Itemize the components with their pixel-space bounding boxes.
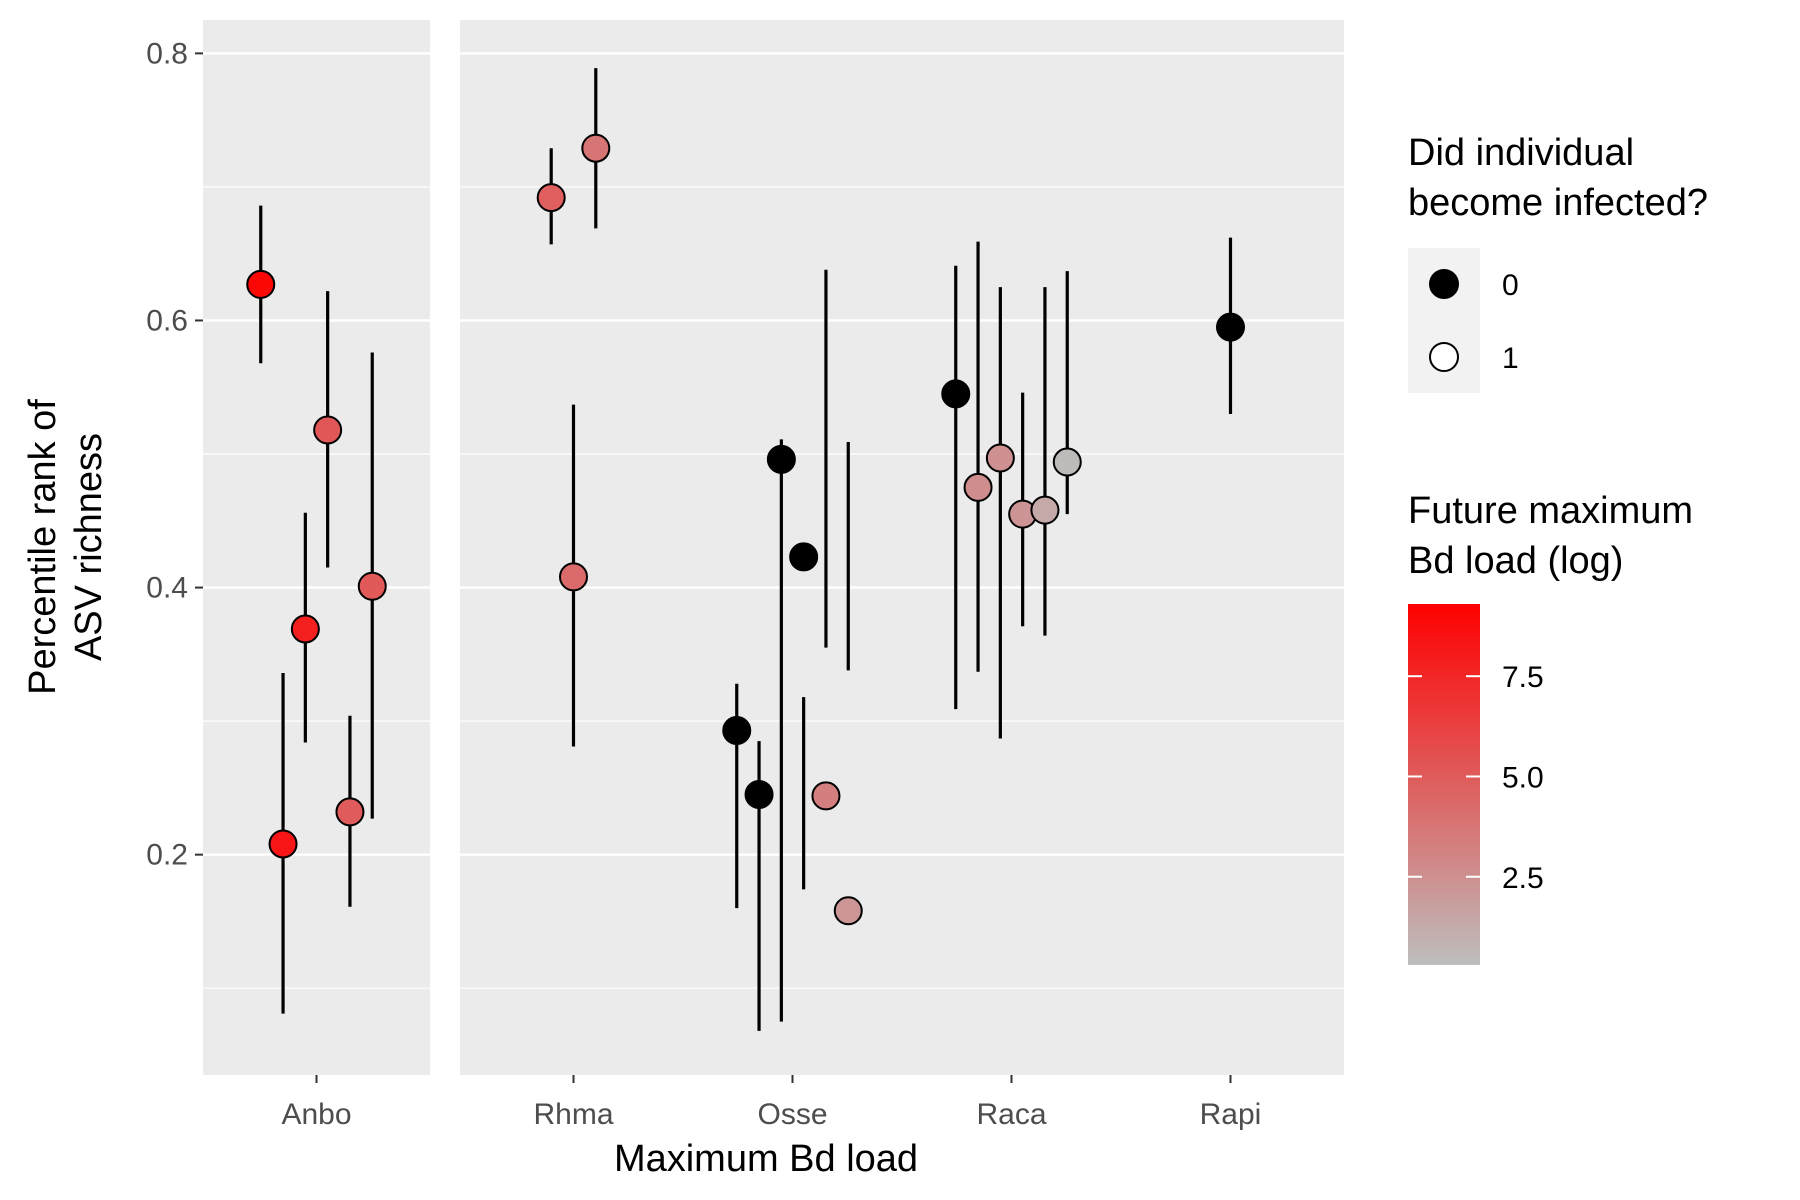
color-bar [1408, 604, 1480, 965]
panel-raca: Raca [898, 20, 1125, 1131]
panel-background [1117, 20, 1344, 1075]
color-bar-label: 5.0 [1502, 761, 1544, 794]
y-axis-title: Percentile rank of ASV richness [22, 399, 110, 695]
legend-label: 1 [1502, 342, 1519, 375]
data-point [1052, 447, 1082, 477]
legend-title-line: Bd load (log) [1408, 540, 1623, 582]
data-point [963, 472, 993, 502]
panel-anbo: Anbo [203, 20, 430, 1131]
x-tick-label: Raca [976, 1098, 1046, 1131]
y-tick-label: 0.4 [146, 572, 188, 605]
data-point [941, 379, 971, 409]
panel-background [898, 20, 1125, 1075]
x-tick-label: Rapi [1200, 1098, 1262, 1131]
data-point [559, 562, 588, 592]
data-point [833, 896, 863, 926]
legend-title-line: Did individual [1408, 132, 1634, 174]
data-point [789, 542, 819, 572]
color-bar-label: 7.5 [1502, 661, 1544, 694]
legend-label: 0 [1502, 269, 1519, 302]
data-point [1216, 312, 1245, 342]
data-point [357, 571, 387, 601]
y-axis-title-line: ASV richness [68, 433, 110, 661]
data-point [811, 781, 841, 811]
y-tick-label: 0.6 [146, 304, 188, 337]
panel-osse: Osse [679, 20, 906, 1131]
x-axis-title: Maximum Bd load [614, 1138, 918, 1180]
legend-key-1 [1429, 342, 1459, 372]
data-point [985, 443, 1015, 473]
data-point [536, 183, 566, 213]
x-tick-label: Osse [757, 1098, 827, 1131]
panel-background [679, 20, 906, 1075]
legend-title-line: become infected? [1408, 182, 1708, 224]
data-point [246, 269, 276, 299]
data-point [766, 444, 796, 474]
legend-title-line: Future maximum [1408, 490, 1693, 532]
data-point [290, 614, 320, 644]
data-point [744, 780, 774, 810]
data-point [1030, 495, 1060, 525]
legend-infected: Did individual become infected? 0 1 [1408, 132, 1708, 393]
y-axis: 0.2 0.4 0.6 0.8 [146, 37, 203, 872]
y-tick-label: 0.2 [146, 839, 188, 872]
color-bar-label: 2.5 [1502, 862, 1544, 895]
x-tick-label: Anbo [281, 1098, 351, 1131]
y-axis-title-line: Percentile rank of [22, 399, 64, 695]
data-point [268, 829, 298, 859]
y-tick-label: 0.8 [146, 37, 188, 70]
data-point [722, 715, 752, 745]
data-point [335, 797, 365, 827]
legend-key-0 [1429, 269, 1459, 299]
data-point [581, 133, 611, 163]
legend-load: Future maximum Bd load (log) 2.5 5.0 7.5 [1408, 490, 1693, 965]
panel-background [203, 20, 430, 1075]
panel-rapi: Rapi [1117, 20, 1344, 1131]
panel-rhma: Rhma [460, 20, 687, 1131]
x-tick-label: Rhma [533, 1098, 613, 1131]
data-point [313, 415, 343, 445]
